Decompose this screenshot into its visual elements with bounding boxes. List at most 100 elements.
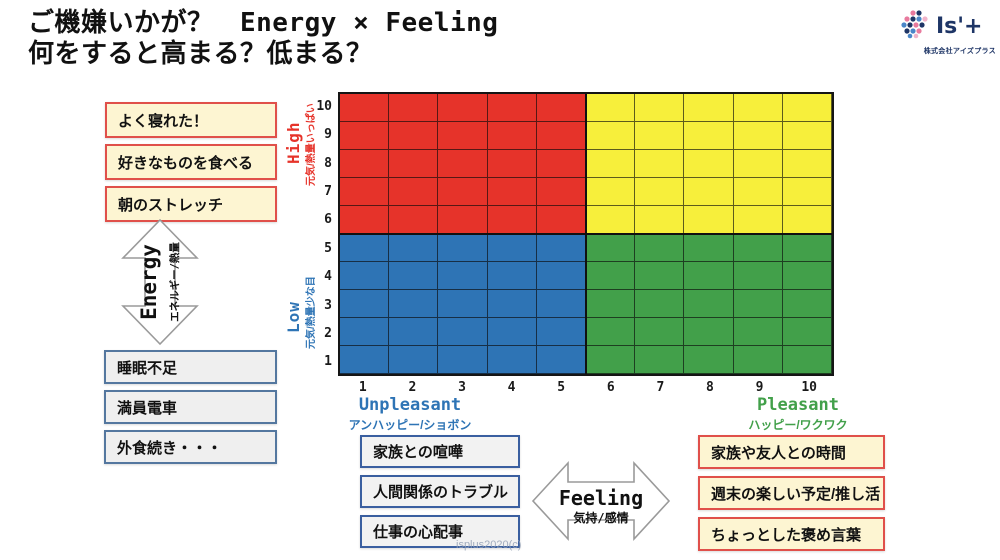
grid-cell (586, 206, 636, 234)
x-axis-unpleasant-sublabel: アンハッピー/ショボン (348, 418, 472, 432)
tick-label: 1 (324, 354, 332, 370)
x-axis-ticks: 1 2 3 4 5 6 7 8 9 10 (338, 379, 834, 395)
mood-quadrant-chart (338, 92, 834, 376)
grid-cell (536, 206, 586, 234)
feeling-axis-label: Feeling (559, 486, 643, 510)
grid-cell (389, 150, 439, 178)
grid-cell (438, 122, 488, 150)
grid-cell (389, 318, 439, 346)
grid-cell (684, 290, 734, 318)
list-item: 朝のストレッチ (105, 186, 277, 222)
grid-cell (586, 122, 636, 150)
x-axis-pleasant-sublabel: ハッピー/ワクワク (748, 418, 848, 432)
feeling-down-list: 家族との喧嘩 人間関係のトラブル 仕事の心配事 (360, 435, 520, 555)
grid-cell (438, 178, 488, 206)
list-item: 家族や友人との時間 (698, 435, 885, 469)
grid-cell (536, 346, 586, 374)
title-line-2: 何をすると高まる？低まる？ (28, 39, 373, 69)
grid-cell (389, 206, 439, 234)
energy-down-list: 睡眠不足 満員電車 外食続き・・・ (104, 350, 277, 470)
tick-label: 5 (324, 240, 332, 256)
grid-cell (389, 262, 439, 290)
grid-cell (684, 206, 734, 234)
grid-cell (782, 318, 832, 346)
tick-label: 10 (801, 379, 817, 395)
grid-cell (635, 290, 685, 318)
tick-label: 4 (507, 379, 516, 395)
logo-name: Is'+ (936, 14, 983, 39)
grid-cell (684, 318, 734, 346)
list-item: 仕事の心配事 (360, 515, 520, 548)
grid-cell (733, 290, 783, 318)
tick-label: 9 (324, 127, 332, 143)
grid-cell (340, 150, 390, 178)
grid-cell (340, 94, 390, 122)
copyright-watermark: isplus2020(c) (456, 539, 522, 551)
feeling-up-list: 家族や友人との時間 週末の楽しい予定/推し活 ちょっとした褒め言葉 (698, 435, 885, 558)
grid-cell (684, 346, 734, 374)
grid-cell (733, 234, 783, 262)
isplus-logo-mark-icon (896, 8, 934, 45)
grid-cell (782, 346, 832, 374)
grid-cell (536, 94, 586, 122)
grid-cell (340, 178, 390, 206)
energy-up-list: よく寝れた！ 好きなものを食べる 朝のストレッチ (105, 102, 277, 228)
logo-company-name: 株式会社アイズプラス (923, 48, 996, 55)
energy-axis-sublabel: エネルギー/熱量 (168, 242, 181, 322)
quadrant-grid (340, 94, 832, 374)
grid-cell (733, 318, 783, 346)
list-item: 週末の楽しい予定/推し活 (698, 476, 885, 510)
grid-cell (782, 290, 832, 318)
tick-label: 10 (316, 98, 332, 114)
grid-cell (340, 346, 390, 374)
grid-cell (635, 94, 685, 122)
list-item: よく寝れた！ (105, 102, 277, 138)
y-axis-low-sublabel: 元気/熱量少な目 (306, 276, 317, 349)
tick-label: 6 (324, 212, 332, 228)
grid-cell (782, 206, 832, 234)
company-logo: Is'+ 株式会社アイズプラス (896, 8, 996, 56)
grid-cell (389, 178, 439, 206)
grid-cell (684, 178, 734, 206)
grid-cell (733, 346, 783, 374)
list-item: 外食続き・・・ (104, 430, 277, 464)
grid-cell (438, 262, 488, 290)
y-axis-ticks: 10 9 8 7 6 5 4 3 2 1 (308, 92, 332, 376)
grid-cell (782, 234, 832, 262)
grid-cell (733, 122, 783, 150)
list-item: 家族との喧嘩 (360, 435, 520, 468)
page-title: ご機嫌いかが？ Energy × Feeling 何をすると高まる？低まる？ (28, 8, 498, 70)
x-axis-pleasant-label: Pleasant (757, 395, 839, 415)
grid-cell (782, 262, 832, 290)
grid-cell (438, 206, 488, 234)
grid-cell (340, 234, 390, 262)
grid-cell (487, 318, 537, 346)
tick-label: 2 (408, 379, 417, 395)
grid-cell (635, 178, 685, 206)
grid-cell (389, 234, 439, 262)
grid-cell (340, 290, 390, 318)
grid-cell (586, 178, 636, 206)
grid-cell (733, 178, 783, 206)
grid-cell (635, 234, 685, 262)
grid-cell (438, 318, 488, 346)
grid-cell (536, 318, 586, 346)
grid-cell (635, 122, 685, 150)
grid-cell (635, 206, 685, 234)
title-line-1: ご機嫌いかが？ Energy × Feeling (28, 8, 499, 38)
grid-cell (536, 290, 586, 318)
grid-cell (536, 262, 586, 290)
grid-cell (586, 346, 636, 374)
grid-cell (487, 122, 537, 150)
grid-cell (438, 346, 488, 374)
grid-cell (536, 178, 586, 206)
grid-cell (733, 206, 783, 234)
tick-label: 1 (358, 379, 367, 395)
y-axis-high-label: High (284, 121, 303, 164)
tick-label: 9 (755, 379, 764, 395)
list-item: 睡眠不足 (104, 350, 277, 384)
grid-cell (438, 234, 488, 262)
tick-label: 6 (606, 379, 615, 395)
quadrant-divider-horizontal (340, 233, 832, 235)
